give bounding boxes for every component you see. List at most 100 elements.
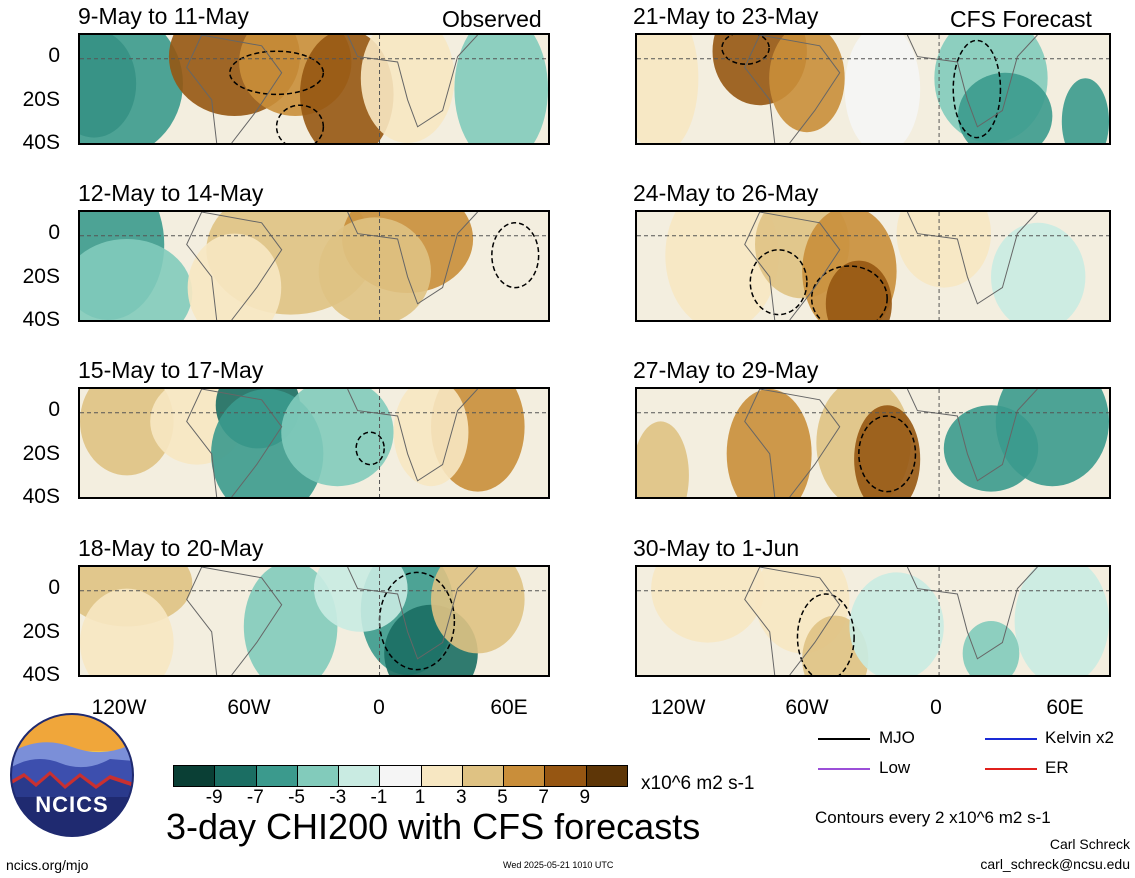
- colorbar-swatch: [420, 766, 462, 786]
- anomaly-shading: [991, 222, 1086, 320]
- anomaly-shading: [849, 572, 944, 675]
- map-panel-fcst-2: [635, 210, 1111, 322]
- lon-label-60w: 60W: [785, 696, 829, 719]
- main-title: 3-day CHI200 with CFS forecasts: [166, 806, 701, 847]
- colorbar-tick-label: 9: [579, 787, 591, 808]
- anomaly-shading: [431, 567, 525, 654]
- legend-line-mjo: [818, 738, 870, 740]
- legend-label-kelvin: Kelvin x2: [1045, 728, 1114, 747]
- legend-line-er: [985, 768, 1037, 770]
- panel-title-fcst-2: 24-May to 26-May: [633, 180, 819, 206]
- legend-label-mjo: MJO: [879, 728, 915, 747]
- anomaly-shading: [957, 72, 1053, 143]
- colorbar-tick-label: -1: [370, 787, 388, 808]
- colorbar-swatch: [214, 766, 256, 786]
- lon-label-0: 0: [373, 696, 385, 719]
- anomaly-shading: [360, 35, 455, 143]
- coastline: [347, 567, 478, 660]
- colorbar-tick-label: -3: [329, 787, 347, 808]
- lat-label-0: 0: [48, 398, 60, 421]
- panel-title-fcst-1: 21-May to 23-May: [633, 3, 819, 29]
- lat-label-40s: 40S: [22, 663, 60, 686]
- lon-label-120w: 120W: [650, 696, 706, 719]
- coastline: [744, 212, 841, 320]
- coastline: [906, 212, 1038, 305]
- colorbar-swatch: [544, 766, 586, 786]
- anomaly-shading: [281, 389, 394, 487]
- anomaly-shading: [769, 35, 845, 133]
- lon-label-60w: 60W: [227, 696, 271, 719]
- anomaly-shading: [243, 567, 338, 675]
- coastline: [906, 389, 1038, 482]
- mjo-contour: [810, 265, 888, 320]
- anomaly-shading: [844, 35, 921, 143]
- anomaly-shading: [80, 588, 174, 675]
- anomaly-shading: [726, 389, 812, 497]
- map-panel-obs-4: [78, 565, 550, 677]
- anomaly-shading: [1014, 567, 1109, 675]
- coastline: [744, 389, 841, 497]
- anomaly-shading: [80, 35, 183, 143]
- map-panel-obs-2: [78, 210, 550, 322]
- observed-label: Observed: [442, 6, 542, 32]
- colorbar-swatch: [174, 766, 215, 786]
- colorbar-tick-label: 3: [455, 787, 467, 808]
- anomaly-shading: [854, 405, 921, 497]
- map-panel-fcst-1: [635, 33, 1111, 145]
- mjo-contour: [378, 571, 456, 671]
- lat-label-40s: 40S: [22, 485, 60, 508]
- site-url[interactable]: ncics.org/mjo: [6, 857, 89, 873]
- panel-title-obs-1: 9-May to 11-May: [78, 3, 249, 29]
- author-name: Carl Schreck: [1049, 836, 1130, 852]
- coastline: [744, 567, 841, 675]
- lat-label-20s: 20S: [22, 88, 60, 111]
- lat-label-0: 0: [48, 221, 60, 244]
- mjo-contour: [275, 104, 325, 143]
- panel-title-fcst-4: 30-May to 1-Jun: [633, 535, 800, 561]
- colorbar-tick-label: 7: [538, 787, 549, 808]
- coastline: [186, 567, 283, 675]
- lat-label-40s: 40S: [22, 131, 60, 154]
- anomaly-shading: [187, 233, 282, 320]
- anomaly-shading: [943, 405, 1039, 492]
- anomaly-shading: [637, 421, 689, 497]
- lat-label-0: 0: [48, 576, 60, 599]
- anomaly-shading: [80, 239, 193, 320]
- lat-label-20s: 20S: [22, 442, 60, 465]
- colorbar-swatch: [296, 766, 339, 786]
- anomaly-shading: [896, 212, 991, 288]
- coastline: [347, 389, 478, 482]
- anomaly-shading: [314, 567, 408, 632]
- lat-label-20s: 20S: [22, 265, 60, 288]
- panel-title-fcst-3: 27-May to 29-May: [633, 357, 819, 383]
- colorbar-tick-label: 1: [414, 787, 426, 808]
- map-panel-obs-1: [78, 33, 550, 145]
- forecast-label: CFS Forecast: [950, 6, 1092, 32]
- mjo-contour: [491, 222, 540, 289]
- colorbar-tick-label: -5: [288, 787, 305, 808]
- colorbar-tick-label: -7: [246, 787, 264, 808]
- panel-title-obs-4: 18-May to 20-May: [78, 535, 264, 561]
- mjo-contour: [858, 415, 917, 493]
- author-email: carl_schreck@ncsu.edu: [980, 856, 1130, 872]
- mjo-contour: [952, 39, 1002, 139]
- panel-title-obs-2: 12-May to 14-May: [78, 180, 264, 206]
- colorbar-swatch: [585, 766, 627, 786]
- map-panel-obs-3: [78, 387, 550, 499]
- ncics-logo: NCICS: [10, 713, 134, 837]
- legend-line-kelvin: [985, 738, 1037, 740]
- mjo-contour: [796, 593, 855, 675]
- colorbar-swatch: [338, 766, 380, 786]
- legend-label-er: ER: [1045, 758, 1069, 777]
- contour-note: Contours every 2 x10^6 m2 s-1: [815, 808, 1051, 827]
- lon-label-60e: 60E: [1046, 696, 1084, 719]
- colorbar-swatch: [379, 766, 421, 786]
- map-panel-fcst-4: [635, 565, 1111, 677]
- colorbar-swatch: [255, 766, 297, 786]
- colorbar-tick-label: -9: [205, 787, 223, 808]
- anomaly-shading: [454, 35, 548, 143]
- lon-label-120w: 120W: [91, 696, 147, 719]
- map-panel-fcst-3: [635, 387, 1111, 499]
- colorbar: [173, 765, 628, 787]
- lat-label-0: 0: [48, 44, 60, 67]
